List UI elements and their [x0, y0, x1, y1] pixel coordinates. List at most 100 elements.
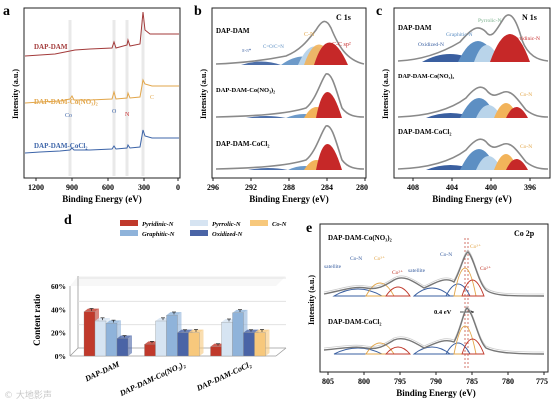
panel-e-xtick-2: 795 — [394, 377, 406, 386]
panel-b-label: b — [194, 4, 202, 19]
panel-a-xtick-1: 900 — [66, 183, 78, 192]
panel-a-label: a — [3, 4, 10, 19]
panel-e-1-env — [323, 251, 545, 297]
panel-d-legend-pyrrolic: Pyrrolic-N — [212, 221, 241, 228]
panel-c-xtick-3: 396 — [524, 183, 536, 192]
panel-d-ytick-2: 40% — [51, 305, 66, 314]
panel-c-2-con: Co-N — [520, 92, 532, 98]
panel-c-xtick-0: 408 — [407, 183, 419, 192]
panel-a-series-label-top: DAP-DAM — [34, 43, 68, 51]
panel-d-bar-side-2-4 — [265, 329, 270, 356]
panel-d-bar-2-2 — [232, 312, 244, 357]
panel-d-legend-graphitic: Graphitic-N — [142, 231, 175, 238]
panel-e-1-con-left: Co-N — [350, 256, 362, 262]
panel-e-1-co3-right: Co³⁺ — [470, 244, 481, 250]
panel-a-xtick-2: 600 — [102, 183, 114, 192]
panel-c-spectrum-1: DAP-DAM Oxidized-N Graphitic-N Pyrrolic-… — [397, 14, 549, 62]
panel-e-label: e — [306, 221, 312, 236]
panel-a-frame — [23, 7, 181, 179]
panel-a-peak-n: N — [125, 112, 130, 118]
panel-d-ytick-1: 20% — [51, 329, 66, 338]
panel-d-bar-2-3 — [243, 332, 255, 357]
panel-e-1-series-label: DAP-DAM-Co(NO₃)₂ — [328, 234, 392, 242]
panel-b-2-env — [215, 73, 365, 118]
panel-d-bar-2-4 — [254, 332, 266, 357]
panel-e-xtick-3: 790 — [430, 377, 442, 386]
panel-b-1-env — [215, 20, 365, 65]
panel-e-frame — [319, 223, 549, 373]
panel-a-series-mid — [24, 78, 179, 104]
panel-d-bars — [83, 308, 270, 357]
panel-b-1-coc-label: C=O/C=N — [263, 45, 284, 50]
panel-e-1-co2-right: Co²⁺ — [480, 266, 491, 272]
panel-d-ylabel: Content ratio — [32, 294, 42, 346]
panel-a-series-label-mid: DAP-DAM-Co(NO₃)₂ — [34, 98, 98, 106]
panel-c-frame — [393, 7, 551, 179]
panel-b-2-series-label: DAP-DAM-Co(NO₃)₂ — [216, 87, 275, 94]
panel-a-xlabel: Binding Energy (eV) — [62, 194, 142, 204]
panel-d-bar-0-0 — [83, 311, 96, 357]
panel-a-xticks: 1200 900 600 300 0 — [28, 178, 180, 192]
panel-d-legend-con: Co-N — [272, 221, 287, 228]
panel-e-spectrum-1: DAP-DAM-Co(NO₃)₂ satellite Co-N Co³⁺ Co²… — [323, 234, 545, 297]
panel-b-1-cn-label: C-N — [304, 32, 315, 38]
panel-e-1-co2-left: Co²⁺ — [392, 270, 403, 276]
panel-b-title: C 1s — [336, 13, 351, 22]
panel-b-spectrum-2: DAP-DAM-Co(NO₃)₂ — [215, 73, 365, 118]
panel-c-1-pyrrolic: Pyrrolic-N — [478, 18, 502, 24]
panel-d-label: d — [64, 213, 72, 228]
panel-b-3-env — [215, 125, 365, 170]
panel-a-peak-co: Co — [65, 113, 72, 119]
panel-b-xticks: 296 292 288 284 280 — [207, 178, 368, 192]
panel-a-ylabel: Intensity (a.u.) — [11, 69, 20, 119]
panel-b-1-pi-label: π-π* — [242, 49, 252, 54]
panel-c-3-series-label: DAP-DAM-CoCl₂ — [398, 128, 451, 136]
panel-d-legend-pyridinic: Pyridinic-N — [142, 221, 174, 228]
panel-d-yticks: 0% 20% 40% 60% — [51, 282, 66, 361]
panel-d-bar-1-2 — [166, 315, 178, 357]
panel-d-legend: Pyridinic-N Pyrrolic-N Co-N Graphitic-N … — [120, 220, 287, 238]
panel-c-title: N 1s — [522, 13, 537, 22]
panel-d-bar-2-1 — [221, 322, 233, 357]
panel-e-title: Co 2p — [514, 229, 535, 238]
panel-d-bar-side-0-3 — [128, 335, 132, 356]
panel-e-ylabel: Intensity (a.u.) — [307, 275, 316, 325]
panel-e-xlabel: Binding Energy (eV) — [396, 388, 476, 398]
panel-e: e Co 2p DAP-DAM-Co(NO₃)₂ satellite Co-N … — [306, 221, 549, 398]
panel-b-xtick-4: 280 — [356, 183, 368, 192]
panel-c: c N 1s DAP-DAM Oxidized-N Graphitic-N Py… — [376, 4, 551, 204]
panel-e-spectrum-2: DAP-DAM-CoCl₂ — [323, 305, 545, 355]
panel-e-2-series-label: DAP-DAM-CoCl₂ — [328, 318, 381, 326]
panel-e-xtick-1: 800 — [358, 377, 370, 386]
panel-d-bar-1-3 — [177, 332, 189, 357]
panel-b-xtick-2: 288 — [283, 183, 295, 192]
panel-c-xtick-2: 400 — [485, 183, 497, 192]
panel-e-xtick-4: 785 — [466, 377, 478, 386]
panel-c-1-pyridinic: Pyridinic-N — [514, 36, 540, 42]
panel-c-ylabel: Intensity (a.u.) — [381, 69, 390, 119]
panel-c-spectrum-3: DAP-DAM-CoCl₂ Co-N — [397, 128, 549, 170]
panel-c-3-env — [397, 138, 549, 170]
panel-b-1-pi — [241, 61, 281, 65]
panel-b: b C 1s DAP-DAM π-π* C=O/C=N C-N C-C sp² … — [194, 4, 368, 204]
panel-c-1-series-label: DAP-DAM — [398, 24, 432, 32]
panel-d-bar-1-4 — [188, 332, 200, 357]
panel-e-1-satellite-left: satellite — [324, 264, 342, 270]
panel-b-ylabel: Intensity (a.u.) — [199, 69, 208, 119]
panel-e-xtick-5: 780 — [502, 377, 514, 386]
panel-a-xtick-0: 1200 — [28, 183, 44, 192]
watermark: © 大地影声 — [4, 391, 52, 401]
panel-c-label: c — [376, 4, 382, 19]
panel-d-category-0: DAP-DAM — [83, 359, 122, 384]
panel-c-spectrum-2: DAP-DAM-Co(NO₃)₂ Co-N — [397, 73, 549, 118]
panel-d-bar-2-0 — [210, 346, 222, 357]
panel-d-bar-0-3 — [116, 338, 129, 357]
panel-b-1-sp2-label: C-C sp² — [332, 42, 351, 48]
panel-b-1-series-label: DAP-DAM — [216, 27, 250, 35]
panel-c-1-env — [397, 14, 549, 62]
panel-c-1-graphitic: Graphitic-N — [446, 32, 473, 38]
panel-a: a DAP-DAM DAP-DAM-Co(NO₃)₂ DAP-DAM-CoCl₂… — [3, 4, 181, 204]
panel-a-peak-c: C — [150, 95, 154, 101]
panel-e-xtick-6: 775 — [536, 377, 548, 386]
